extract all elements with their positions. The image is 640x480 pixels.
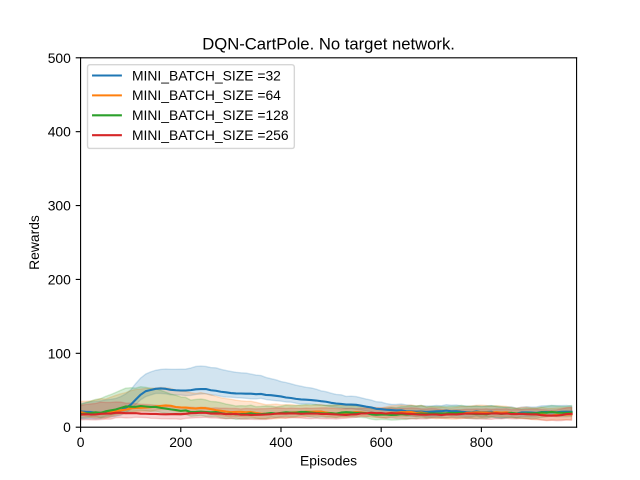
svg-text:MINI_BATCH_SIZE =64: MINI_BATCH_SIZE =64 xyxy=(132,87,281,103)
svg-text:800: 800 xyxy=(470,434,493,450)
svg-text:DQN-CartPole. No target networ: DQN-CartPole. No target network. xyxy=(202,34,455,53)
svg-text:100: 100 xyxy=(48,345,71,361)
svg-text:0: 0 xyxy=(77,434,85,450)
svg-text:200: 200 xyxy=(48,271,71,287)
svg-text:600: 600 xyxy=(370,434,393,450)
svg-text:Rewards: Rewards xyxy=(26,215,42,270)
svg-text:Episodes: Episodes xyxy=(300,452,357,468)
svg-text:MINI_BATCH_SIZE =32: MINI_BATCH_SIZE =32 xyxy=(132,67,281,83)
svg-text:500: 500 xyxy=(48,50,71,66)
svg-text:400: 400 xyxy=(269,434,292,450)
svg-text:200: 200 xyxy=(169,434,192,450)
svg-text:MINI_BATCH_SIZE =256: MINI_BATCH_SIZE =256 xyxy=(132,127,289,143)
svg-text:400: 400 xyxy=(48,124,71,140)
svg-text:300: 300 xyxy=(48,198,71,214)
svg-text:MINI_BATCH_SIZE =128: MINI_BATCH_SIZE =128 xyxy=(132,107,289,123)
svg-text:0: 0 xyxy=(63,419,71,435)
